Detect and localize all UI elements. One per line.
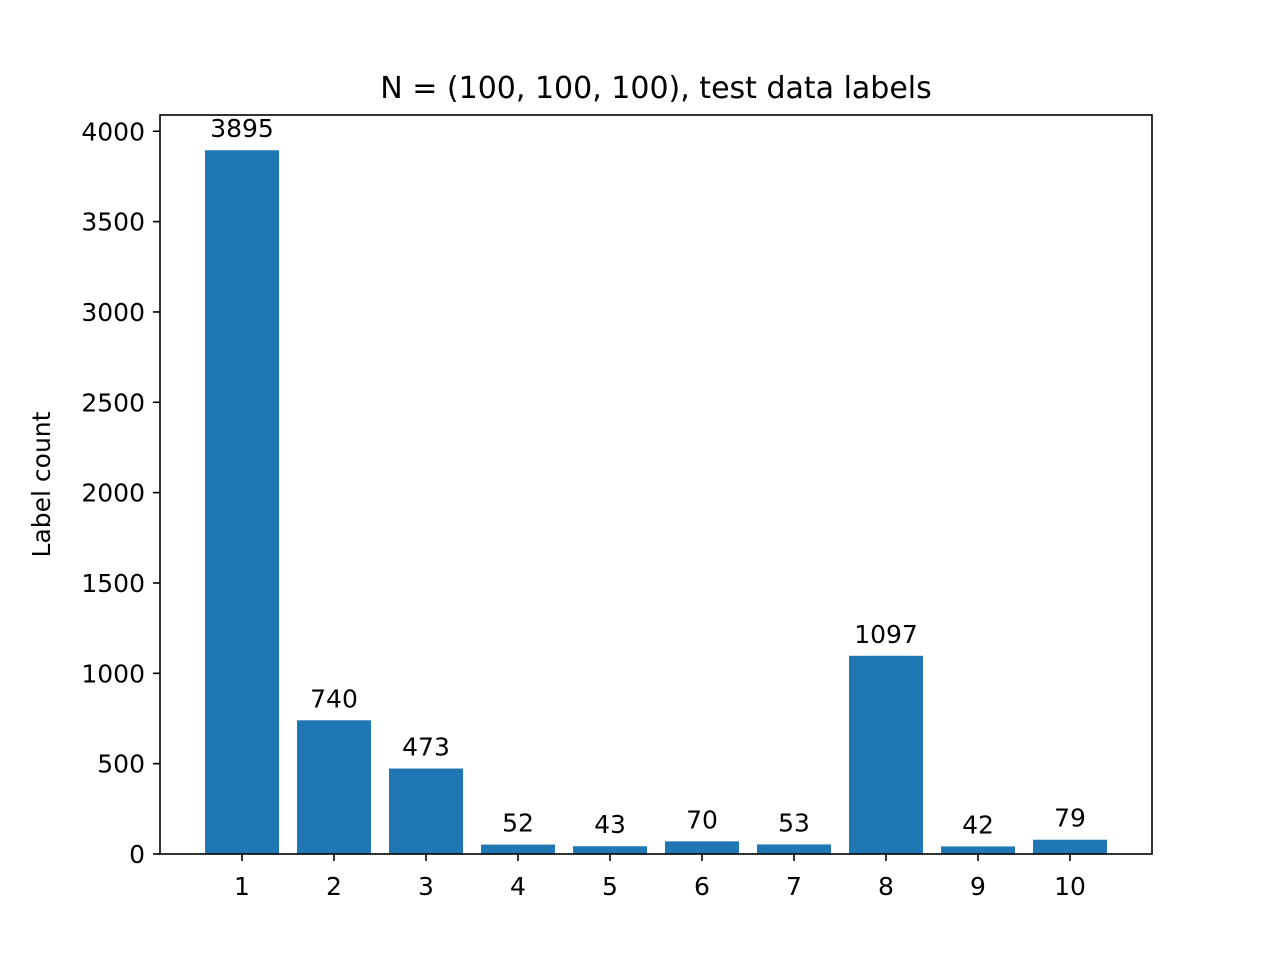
x-tick-label-10: 10 [1054,872,1086,901]
x-tick-label-1: 1 [234,872,250,901]
data-label-8: 1097 [854,620,918,649]
bar-5 [573,846,647,854]
y-tick-label-2000: 2000 [81,479,145,508]
bar-9 [941,846,1015,854]
y-tick-label-4000: 4000 [81,117,145,146]
y-axis-label: Label count [27,411,56,557]
x-tick-label-2: 2 [326,872,342,901]
bar-4 [481,844,555,854]
x-tick-label-6: 6 [694,872,710,901]
x-tick-label-9: 9 [970,872,986,901]
data-label-3: 473 [402,733,450,762]
bar-10 [1033,839,1107,854]
data-label-4: 52 [502,809,534,838]
x-tick-label-8: 8 [878,872,894,901]
axes-frame [159,114,1153,855]
x-tick-label-3: 3 [418,872,434,901]
bar-2 [297,720,371,854]
x-tick-label-5: 5 [602,872,618,901]
data-label-9: 42 [962,810,994,839]
x-tick-label-7: 7 [786,872,802,901]
data-labels-group: 3895 740 473 52 43 70 53 1097 42 79 [210,114,1086,839]
bar-7 [757,844,831,854]
y-tick-label-2500: 2500 [81,388,145,417]
y-tick-label-500: 500 [97,750,145,779]
x-tick-label-4: 4 [510,872,526,901]
data-label-10: 79 [1054,804,1086,833]
data-label-7: 53 [778,808,810,837]
bar-8 [849,655,923,854]
y-tick-label-3500: 3500 [81,208,145,237]
data-label-5: 43 [594,810,626,839]
bars-group [205,150,1107,854]
y-tick-label-1500: 1500 [81,569,145,598]
data-label-6: 70 [686,805,718,834]
data-label-2: 740 [310,684,358,713]
bar-1 [205,150,279,854]
y-tick-label-3000: 3000 [81,298,145,327]
chart-title: N = (100, 100, 100), test data labels [380,71,932,106]
bar-3 [389,768,463,854]
data-label-1: 3895 [210,114,274,143]
y-tick-label-1000: 1000 [81,659,145,688]
y-axis-ticks: 0 500 1000 1500 2000 2500 3000 3500 4000 [81,117,160,869]
bar-6 [665,841,739,854]
x-axis-ticks: 1 2 3 4 5 6 7 8 9 10 [234,854,1086,901]
y-tick-label-0: 0 [129,840,145,869]
